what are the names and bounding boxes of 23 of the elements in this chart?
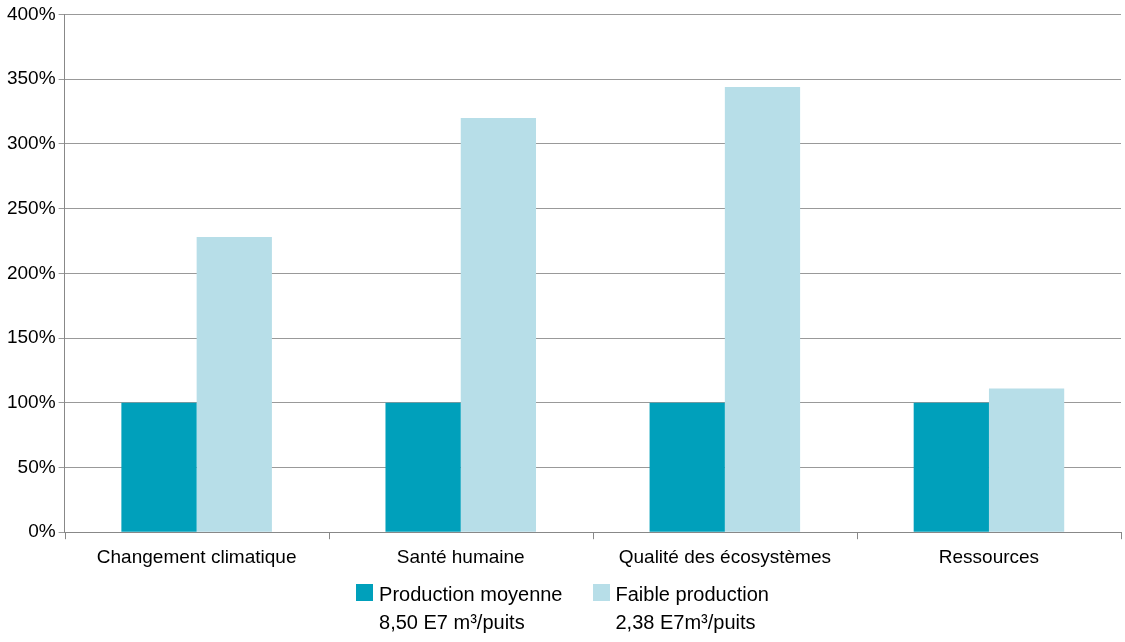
legend-label: Faible production 2,38 E7m³/puits — [615, 582, 769, 635]
bar — [913, 402, 989, 532]
y-tick-label: 400% — [6, 2, 56, 24]
bar — [724, 86, 801, 532]
legend-label: Production moyenne 8,50 E7 m³/puits — [379, 582, 563, 635]
y-tick-label: 100% — [6, 390, 56, 412]
y-tick-label: 200% — [6, 261, 56, 283]
y-tick-label: 0% — [28, 520, 56, 542]
bar — [988, 388, 1065, 532]
x-tick-label: Ressources — [938, 545, 1040, 567]
y-tick-label: 350% — [6, 67, 56, 89]
bar — [121, 402, 197, 532]
y-tick-label: 250% — [6, 196, 56, 218]
bar — [385, 402, 461, 532]
bar — [196, 237, 272, 532]
y-tick-label: 300% — [6, 132, 56, 154]
y-tick-label: 150% — [6, 326, 56, 348]
y-tick-label: 50% — [17, 455, 56, 477]
bar — [460, 117, 537, 532]
bar — [649, 402, 725, 532]
x-tick-label: Santé humaine — [396, 545, 525, 567]
x-tick-label: Changement climatique — [96, 545, 297, 567]
x-tick-label: Qualité des écosystèmes — [618, 545, 831, 567]
